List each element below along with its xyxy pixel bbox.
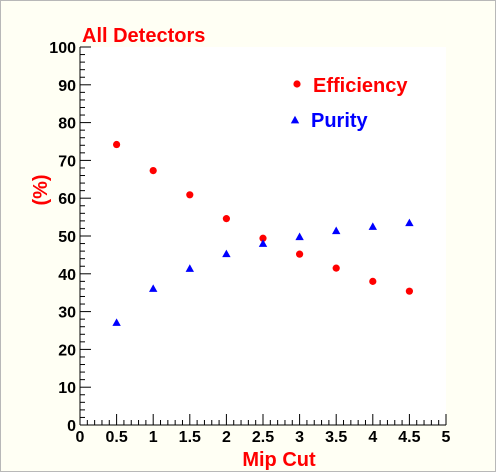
purity-point bbox=[332, 226, 341, 235]
x-tick-label: 3.5 bbox=[325, 429, 347, 446]
chart-title: All Detectors bbox=[82, 25, 205, 47]
axes: 0 0.5 1 1.5 2 2.5 3 3.5 4 4.5 50102030405060708090… bbox=[49, 40, 450, 446]
y-tick-label: 40 bbox=[58, 267, 76, 284]
efficiency-point bbox=[405, 287, 413, 295]
data-marks bbox=[112, 140, 414, 326]
efficiency-point bbox=[259, 234, 267, 242]
efficiency-point bbox=[332, 264, 340, 272]
purity-point bbox=[112, 318, 121, 326]
x-tick-label: 2.5 bbox=[252, 429, 274, 446]
y-axis-label: (%) bbox=[30, 174, 52, 205]
y-tick-label: 60 bbox=[58, 191, 76, 208]
x-tick-label: 2 bbox=[222, 429, 231, 446]
efficiency-legend-label: Efficiency bbox=[313, 75, 408, 97]
y-tick-label: 20 bbox=[58, 342, 76, 359]
efficiency-point bbox=[149, 167, 157, 175]
efficiency-point bbox=[369, 277, 377, 285]
x-tick-label: 4 bbox=[368, 429, 377, 446]
efficiency-legend-marker bbox=[293, 80, 301, 88]
y-tick-label: 70 bbox=[58, 153, 76, 170]
x-tick-label: 0 bbox=[76, 429, 85, 446]
purity-point bbox=[149, 284, 158, 292]
x-tick-label: 3 bbox=[295, 429, 304, 446]
purity-point bbox=[258, 239, 268, 247]
purity-legend-marker bbox=[290, 115, 300, 124]
x-tick-label: 1 bbox=[149, 429, 158, 446]
y-tick-label: 90 bbox=[58, 78, 76, 95]
x-tick-label: 0.5 bbox=[105, 429, 127, 446]
y-tick-label: 80 bbox=[58, 116, 76, 133]
efficiency-point bbox=[222, 215, 230, 223]
efficiency-point bbox=[113, 140, 121, 149]
efficiency-point bbox=[296, 250, 304, 258]
efficiency-point bbox=[186, 191, 194, 199]
y-tick-label: 50 bbox=[58, 229, 76, 246]
purity-legend-label: Purity bbox=[311, 110, 369, 132]
y-tick-label: 0 bbox=[67, 418, 76, 435]
y-tick-label: 30 bbox=[58, 305, 76, 322]
purity-point bbox=[222, 249, 231, 258]
purity-point bbox=[295, 232, 304, 241]
y-tick-label: 10 bbox=[58, 380, 76, 397]
x-tick-label: 1.5 bbox=[179, 429, 201, 446]
x-axis-label: Mip Cut bbox=[242, 449, 316, 471]
legend: Efficiency Purity bbox=[290, 75, 408, 132]
purity-point bbox=[185, 264, 194, 272]
purity-point bbox=[405, 218, 414, 227]
y-tick-label: 100 bbox=[49, 40, 76, 57]
x-tick-label: 4.5 bbox=[398, 429, 420, 446]
purity-point bbox=[368, 222, 377, 230]
x-tick-label: 5 bbox=[442, 429, 451, 446]
